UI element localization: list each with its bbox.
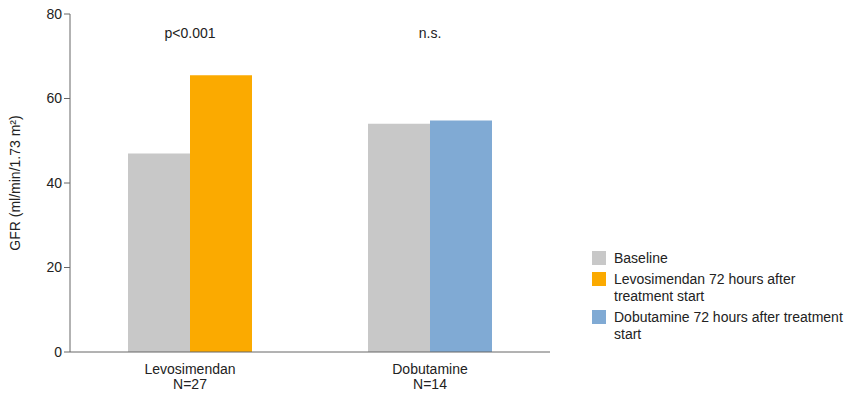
svg-text:80: 80: [46, 6, 62, 22]
html-text:Baseline: Baseline: [614, 250, 668, 266]
svg-text:20: 20: [46, 259, 62, 275]
svg-text:40: 40: [46, 175, 62, 191]
svg-text:p<0.001: p<0.001: [165, 25, 216, 41]
svg-text:0: 0: [54, 344, 62, 360]
svg-text:60: 60: [46, 90, 62, 106]
html-text:Dobutamine 72 hours after trea: Dobutamine 72 hours after treatment star…: [614, 309, 843, 342]
svg-text:GFR (ml/min/1.73 m²): GFR (ml/min/1.73 m²): [7, 115, 23, 250]
svg-text:LevosimendanN=27: LevosimendanN=27: [144, 361, 235, 392]
html-text:Levosimendan 72 hours after tr: Levosimendan 72 hours after treatment st…: [614, 271, 796, 304]
svg-text:n.s.: n.s.: [419, 25, 442, 41]
svg-text:DobutamineN=14: DobutamineN=14: [392, 361, 468, 392]
